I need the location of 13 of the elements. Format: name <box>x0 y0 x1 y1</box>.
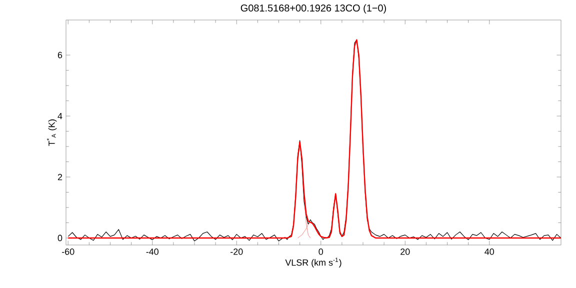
x-tick-label: 20 <box>400 248 410 255</box>
x-tick-label: -60 <box>62 248 74 255</box>
y-tick-label: 6 <box>58 52 62 58</box>
x-tick-label: 40 <box>484 248 494 255</box>
x-tick-label: -40 <box>146 248 158 255</box>
chart-title: G081.5168+00.1926 13CO (1−0) <box>240 4 386 14</box>
x-tick-label: -20 <box>230 248 243 255</box>
y-tick-label: 4 <box>58 112 62 120</box>
x-axis-title: VLSR (km s$^{-1}$) <box>285 258 342 268</box>
x-tick-label: 0 <box>318 248 324 255</box>
y-tick-label: 2 <box>58 174 62 180</box>
y-tick-label: 0 <box>58 234 62 242</box>
y-axis-title: T$^{*}$$_{A}$ (K) <box>46 119 57 146</box>
